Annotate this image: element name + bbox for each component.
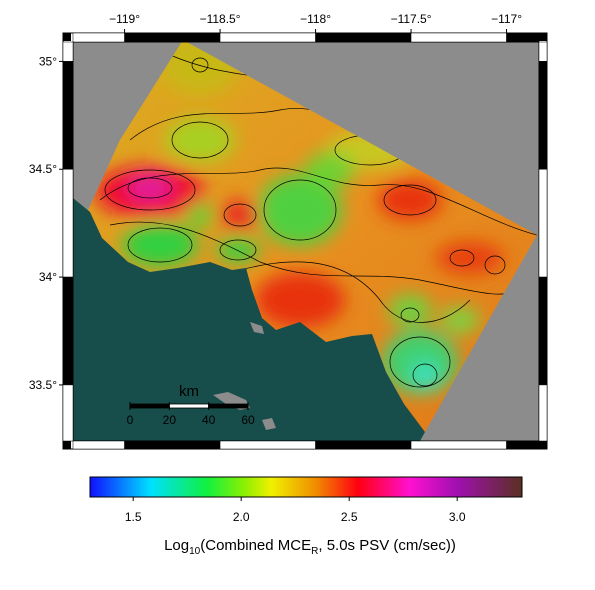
colorbar-tick-label: 2.5: [341, 510, 358, 524]
x-tick-label: −118°: [300, 12, 331, 26]
frame-band: [124, 440, 221, 450]
frame-band: [538, 276, 548, 386]
frame-band: [315, 440, 412, 450]
frame-band: [219, 32, 316, 43]
frame-band: [506, 440, 540, 450]
contours: [99, 54, 537, 388]
frame-band: [506, 32, 540, 43]
scale-label: 40: [202, 413, 216, 427]
y-tick-label: 34°: [39, 270, 57, 284]
y-tick-label: 34.5°: [29, 162, 57, 176]
colorbar-tick-label: 1.5: [125, 510, 142, 524]
scale-label: 20: [163, 413, 177, 427]
frame-band: [315, 32, 412, 43]
frame-corner: [63, 441, 71, 449]
scale-label: 0: [127, 413, 134, 427]
y-tick-label: 35°: [39, 54, 57, 68]
frame-corner: [63, 33, 71, 41]
frame-band: [410, 32, 507, 43]
frame-band: [62, 41, 74, 62]
title-subscript: 10: [189, 546, 201, 557]
colorbar-title: Log10(Combined MCER, 5.0s PSV (cm/sec)): [164, 537, 456, 557]
frame-band: [538, 61, 548, 170]
frame-band: [72, 32, 125, 43]
islands: [213, 322, 276, 430]
y-tick-label: 33.5°: [29, 378, 57, 392]
frame-corner: [539, 33, 547, 41]
scale-bar: 0 20 40 60 km: [127, 383, 255, 427]
title-part: Log: [164, 537, 189, 554]
scale-unit: km: [179, 383, 199, 400]
scale-segment: [129, 403, 170, 409]
frame-corner: [539, 441, 547, 449]
scale-segment: [168, 403, 210, 409]
x-tick-label: −117.5°: [391, 12, 432, 26]
scale-segment: [208, 403, 249, 409]
frame-band: [538, 384, 548, 442]
ocean: [73, 198, 425, 441]
x-tick-label: −117°: [491, 12, 522, 26]
frame-band: [410, 440, 507, 450]
frame-band: [62, 168, 74, 278]
frame-band: [62, 384, 74, 442]
colorbar-tick-label: 3.0: [449, 510, 466, 524]
frame-band: [124, 32, 221, 43]
title-part: , 5.0s PSV (cm/sec)): [318, 537, 456, 554]
title-part: (Combined MCE: [200, 537, 311, 554]
frame-band: [538, 41, 548, 62]
map-area: [73, 42, 539, 441]
x-tick-label: −119°: [109, 12, 140, 26]
frame-band: [219, 440, 316, 450]
fancy-frame: −119° −118.5° −118° −117.5° −117° 35° 34.5° 34°…: [29, 12, 548, 450]
frame-band: [62, 276, 74, 386]
frame-band: [72, 440, 125, 450]
scale-label: 60: [241, 413, 255, 427]
x-tick-label: −118.5°: [200, 12, 241, 26]
frame-band: [538, 168, 548, 278]
frame-band: [62, 61, 74, 170]
title-subscript: R: [311, 546, 318, 557]
colorbar-tick-label: 2.0: [233, 510, 250, 524]
colorbar: [89, 476, 523, 498]
